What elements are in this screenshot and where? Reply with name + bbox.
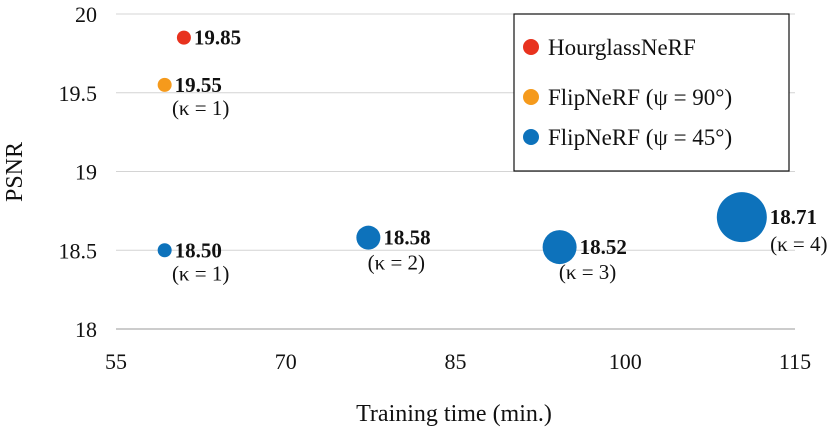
x-tick-labels: 55 70 85 100 115 bbox=[105, 349, 811, 374]
x-tick-label: 100 bbox=[609, 349, 642, 374]
kappa-annotation: (κ = 4) bbox=[770, 232, 827, 256]
x-axis-title: Training time (min.) bbox=[356, 401, 552, 427]
x-tick-label: 55 bbox=[105, 349, 127, 374]
legend-marker bbox=[523, 39, 539, 55]
legend-entry-label: FlipNeRF (ψ = 90°) bbox=[548, 85, 732, 110]
x-tick-label: 85 bbox=[445, 349, 467, 374]
x-tick-label: 115 bbox=[779, 349, 811, 374]
data-point bbox=[356, 225, 381, 250]
y-tick-label: 19.5 bbox=[59, 81, 98, 106]
data-point bbox=[176, 30, 191, 45]
legend-marker bbox=[523, 129, 539, 145]
y-tick-labels: 18 18.5 19 19.5 20 bbox=[59, 2, 98, 342]
y-tick-label: 20 bbox=[75, 2, 97, 27]
kappa-annotation: (κ = 1) bbox=[172, 261, 229, 285]
kappa-annotation: (κ = 3) bbox=[559, 260, 616, 284]
data-point bbox=[157, 77, 172, 92]
data-point bbox=[716, 192, 767, 243]
y-axis-title: PSNR bbox=[2, 142, 28, 202]
y-tick-label: 18 bbox=[75, 317, 97, 342]
kappa-annotation: (κ = 1) bbox=[172, 96, 229, 120]
y-tick-label: 19 bbox=[75, 160, 97, 185]
x-tick-label: 70 bbox=[275, 349, 297, 374]
y-tick-label: 18.5 bbox=[59, 238, 98, 263]
data-value-label: 18.71 bbox=[770, 205, 817, 229]
legend-entry-label: HourglassNeRF bbox=[548, 35, 696, 60]
legend-box bbox=[513, 13, 790, 172]
data-value-label: 19.85 bbox=[194, 26, 241, 50]
data-point bbox=[542, 230, 577, 265]
kappa-annotation: (κ = 2) bbox=[368, 251, 425, 275]
legend-marker bbox=[523, 89, 539, 105]
legend-entry-label: FlipNeRF (ψ = 45°) bbox=[548, 125, 732, 150]
data-value-label: 18.50 bbox=[175, 238, 222, 262]
data-value-label: 18.58 bbox=[383, 226, 430, 250]
data-point bbox=[157, 243, 172, 258]
data-value-label: 18.52 bbox=[580, 235, 627, 259]
legend: HourglassNeRF FlipNeRF (ψ = 90°) FlipNeRF … bbox=[513, 13, 790, 172]
data-value-label: 19.55 bbox=[175, 73, 222, 97]
